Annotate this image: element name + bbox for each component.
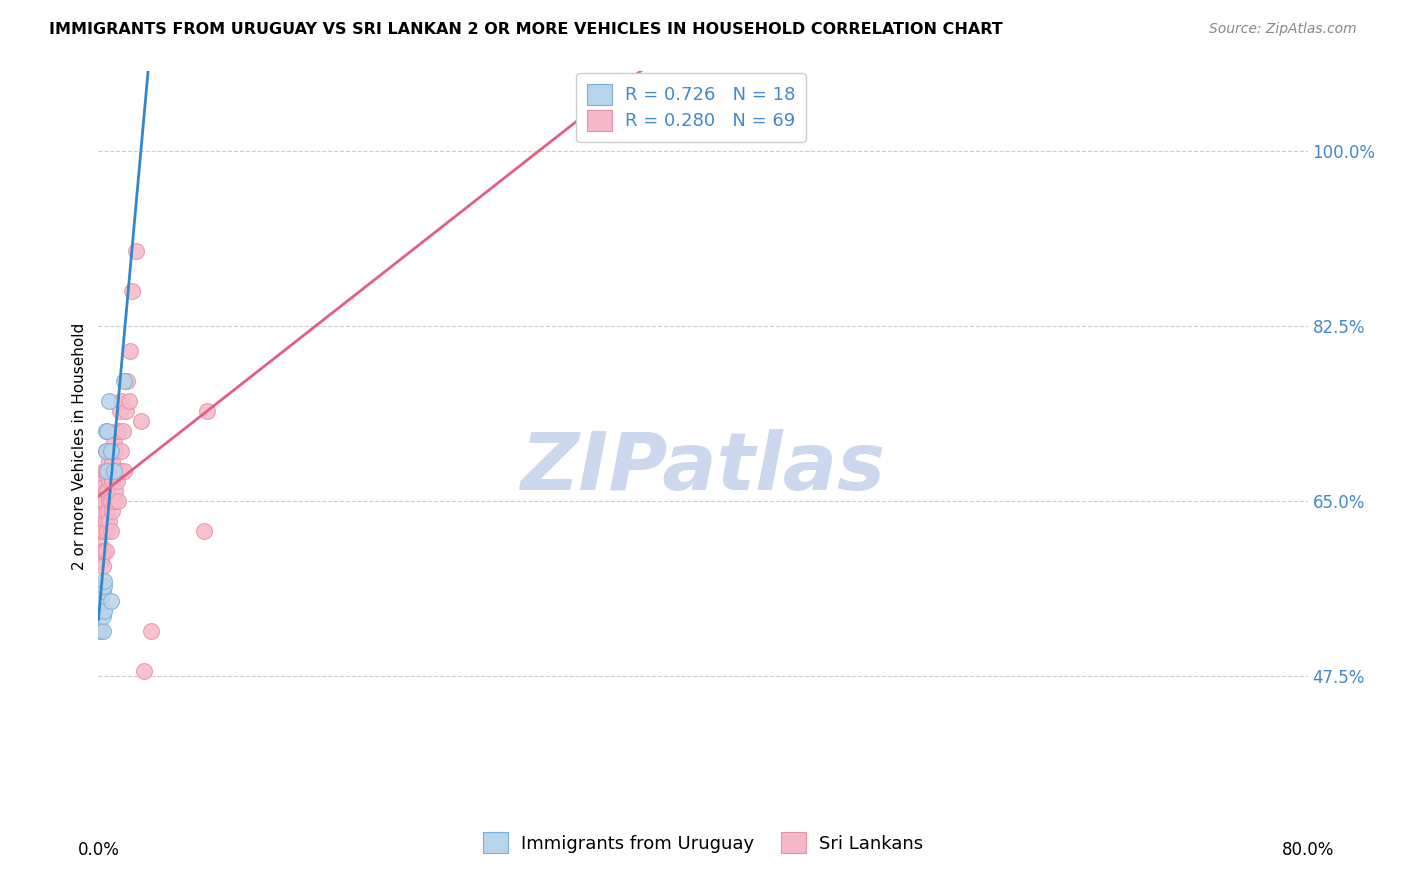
Point	[93, 524, 115, 538]
Point	[100, 524, 122, 538]
Point	[101, 454, 124, 468]
Point	[101, 504, 124, 518]
Point	[90, 579, 112, 593]
Point	[108, 464, 131, 478]
Y-axis label: 2 or more Vehicles in Household: 2 or more Vehicles in Household	[72, 322, 87, 570]
Point	[104, 483, 127, 498]
Point	[108, 404, 131, 418]
Point	[90, 554, 112, 568]
Point	[89, 504, 111, 518]
Point	[91, 524, 114, 538]
Point	[114, 404, 136, 418]
Point	[100, 444, 122, 458]
Point	[115, 374, 138, 388]
Point	[105, 424, 128, 438]
Point	[121, 284, 143, 298]
Text: ZIPatlas: ZIPatlas	[520, 429, 886, 508]
Point	[96, 469, 118, 483]
Point	[103, 434, 125, 448]
Text: IMMIGRANTS FROM URUGUAY VS SRI LANKAN 2 OR MORE VEHICLES IN HOUSEHOLD CORRELATIO: IMMIGRANTS FROM URUGUAY VS SRI LANKAN 2 …	[49, 22, 1002, 37]
Point	[94, 544, 117, 558]
Point	[91, 608, 114, 623]
Point	[91, 504, 114, 518]
Point	[93, 574, 115, 588]
Point	[93, 479, 115, 493]
Point	[96, 424, 118, 438]
Point	[91, 474, 114, 488]
Point	[96, 464, 118, 478]
Point	[89, 624, 111, 638]
Point	[100, 494, 122, 508]
Point	[112, 464, 135, 478]
Point	[90, 594, 112, 608]
Point	[93, 604, 115, 618]
Point	[100, 444, 122, 458]
Point	[111, 424, 134, 438]
Point	[110, 444, 132, 458]
Point	[101, 474, 124, 488]
Point	[94, 444, 117, 458]
Point	[107, 424, 129, 438]
Point	[91, 494, 114, 508]
Point	[90, 519, 112, 533]
Point	[89, 524, 111, 538]
Point	[94, 464, 117, 478]
Point	[132, 664, 155, 678]
Point	[91, 624, 114, 638]
Point	[103, 464, 125, 478]
Point	[96, 444, 118, 458]
Point	[94, 514, 117, 528]
Point	[103, 464, 125, 478]
Text: 0.0%: 0.0%	[77, 840, 120, 859]
Point	[90, 494, 112, 508]
Point	[98, 494, 121, 508]
Point	[89, 544, 111, 558]
Point	[90, 483, 112, 498]
Point	[98, 394, 121, 409]
Point	[195, 404, 218, 418]
Point	[141, 624, 163, 638]
Point	[98, 514, 121, 528]
Point	[91, 558, 114, 573]
Point	[93, 494, 115, 508]
Point	[94, 444, 117, 458]
Point	[104, 444, 127, 458]
Point	[93, 544, 115, 558]
Point	[193, 524, 215, 538]
Point	[93, 579, 115, 593]
Point	[90, 539, 112, 553]
Point	[90, 504, 112, 518]
Point	[93, 464, 115, 478]
Point	[112, 374, 135, 388]
Point	[98, 474, 121, 488]
Point	[105, 474, 128, 488]
Point	[110, 394, 132, 409]
Point	[103, 494, 125, 508]
Point	[107, 494, 129, 508]
Point	[118, 394, 141, 409]
Text: 80.0%: 80.0%	[1281, 840, 1334, 859]
Point	[91, 544, 114, 558]
Text: Source: ZipAtlas.com: Source: ZipAtlas.com	[1209, 22, 1357, 37]
Point	[98, 454, 121, 468]
Point	[129, 414, 152, 428]
Point	[94, 424, 117, 438]
Point	[91, 514, 114, 528]
Point	[96, 504, 118, 518]
Point	[100, 469, 122, 483]
Point	[94, 483, 117, 498]
Point	[90, 508, 112, 523]
Point	[96, 483, 118, 498]
Point	[100, 594, 122, 608]
Point	[120, 344, 142, 359]
Point	[96, 524, 118, 538]
Legend: Immigrants from Uruguay, Sri Lankans: Immigrants from Uruguay, Sri Lankans	[475, 825, 931, 860]
Point	[91, 583, 114, 598]
Point	[125, 244, 148, 259]
